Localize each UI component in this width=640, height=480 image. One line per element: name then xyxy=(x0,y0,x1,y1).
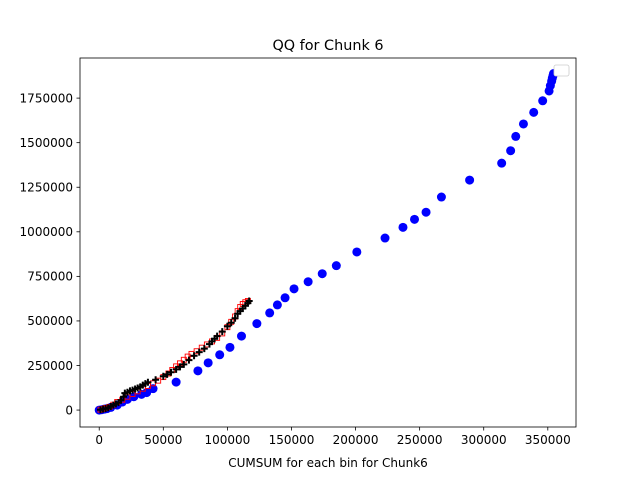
x-tick-label: 0 xyxy=(95,433,103,447)
data-point xyxy=(252,319,262,329)
data-point xyxy=(144,378,152,386)
data-point xyxy=(436,192,446,202)
data-point xyxy=(120,393,128,401)
axis-ticks: 0 50000 100000 150000 200000 250000 300000 3500… xyxy=(20,91,571,447)
y-tick-label: 1750000 xyxy=(20,91,73,105)
y-tick-label: 1250000 xyxy=(20,181,73,195)
data-point xyxy=(236,331,246,341)
chart-title: QQ for Chunk 6 xyxy=(272,38,383,54)
data-point xyxy=(303,277,313,287)
data-point xyxy=(506,146,516,156)
data-point xyxy=(190,352,198,360)
y-tick-label: 750000 xyxy=(27,270,73,284)
data-point xyxy=(272,300,282,310)
data-point xyxy=(195,348,203,356)
y-tick-label: 1000000 xyxy=(20,225,73,239)
data-point xyxy=(185,356,193,364)
data-point xyxy=(225,342,235,352)
data-point xyxy=(421,207,431,217)
data-point xyxy=(218,328,226,336)
data-point xyxy=(289,284,299,294)
data-point xyxy=(410,214,420,224)
data-point xyxy=(518,119,528,129)
y-tick-label: 0 xyxy=(65,403,73,417)
data-point xyxy=(215,350,225,360)
data-point xyxy=(213,332,221,340)
plot-area xyxy=(94,69,559,415)
data-point xyxy=(152,376,160,384)
data-point xyxy=(176,363,184,371)
data-point xyxy=(180,360,188,368)
x-tick-label: 200000 xyxy=(333,433,379,447)
data-point xyxy=(223,322,231,330)
data-point xyxy=(465,175,475,185)
data-point xyxy=(538,96,548,106)
data-point xyxy=(167,368,175,376)
y-tick-label: 500000 xyxy=(27,314,73,328)
data-point xyxy=(203,358,213,368)
y-tick-label: 250000 xyxy=(27,359,73,373)
data-point xyxy=(159,372,167,380)
x-tick-label: 350000 xyxy=(525,433,571,447)
data-point xyxy=(398,222,408,232)
data-point xyxy=(117,396,125,404)
data-point xyxy=(231,314,239,322)
data-point xyxy=(511,131,521,141)
x-tick-label: 250000 xyxy=(397,433,443,447)
data-point xyxy=(200,345,208,353)
data-point xyxy=(227,319,235,327)
data-point xyxy=(265,308,275,318)
x-axis-label: CUMSUM for each bin for Chunk6 xyxy=(228,456,428,470)
legend-box xyxy=(553,64,570,77)
y-tick-label: 1500000 xyxy=(20,136,73,150)
data-point xyxy=(245,297,253,305)
data-point xyxy=(380,233,390,243)
data-point xyxy=(352,247,362,257)
data-point xyxy=(529,107,539,117)
data-point xyxy=(280,293,290,303)
data-point xyxy=(317,269,327,279)
axes-frame xyxy=(79,57,577,428)
data-point xyxy=(497,158,507,168)
data-point xyxy=(163,370,171,378)
series-2 xyxy=(97,297,253,414)
x-tick-label: 150000 xyxy=(269,433,315,447)
data-point xyxy=(331,261,341,271)
x-tick-label: 50000 xyxy=(144,433,182,447)
x-tick-label: 300000 xyxy=(461,433,507,447)
x-tick-label: 100000 xyxy=(204,433,250,447)
data-point xyxy=(193,366,203,376)
data-point xyxy=(172,365,180,373)
data-point xyxy=(171,377,181,387)
